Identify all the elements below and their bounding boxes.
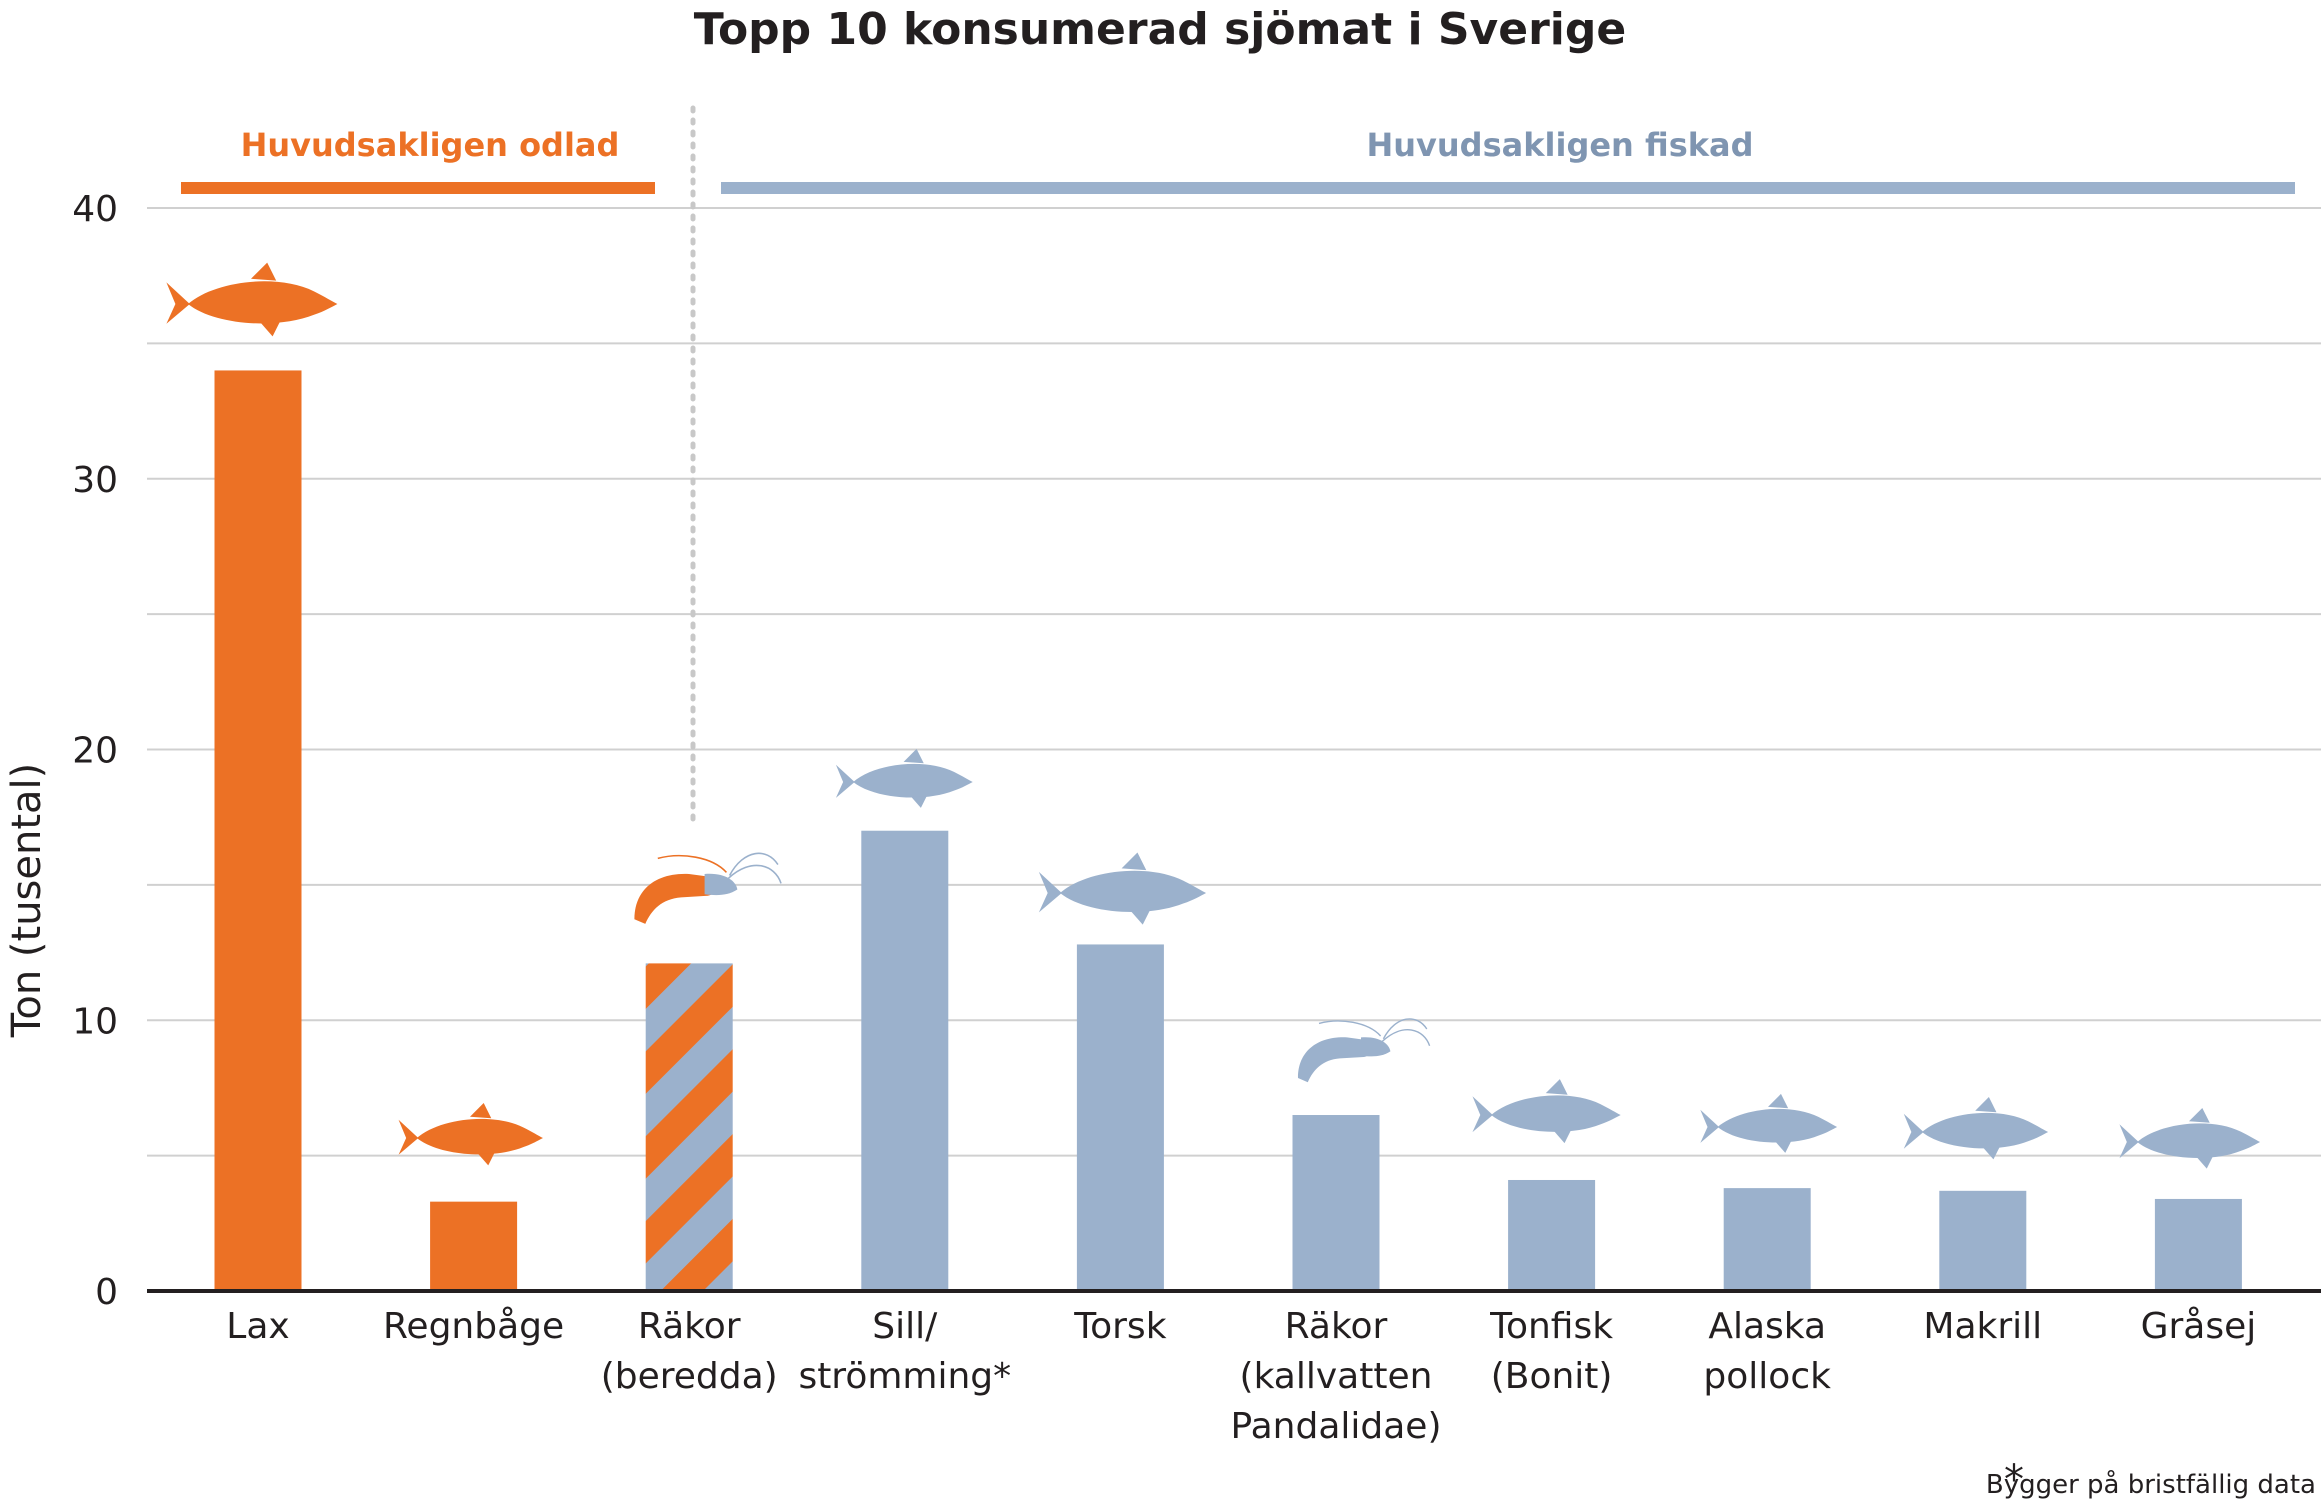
herring-icon [835,748,973,808]
footnote-star: * [2004,1457,2024,1503]
y-tick-label: 10 [72,1001,118,1042]
shrimp-icon [634,852,782,924]
bar [1939,1190,2027,1291]
category-label: Pandalidae) [1231,1406,1442,1447]
cod-icon [1038,852,1207,925]
category-label: pollock [1703,1356,1831,1397]
bar [1723,1188,1811,1291]
category-label: Lax [226,1306,289,1347]
bar [2154,1198,2242,1291]
category-label: strömming* [798,1356,1011,1397]
category-label: Gråsej [2141,1306,2257,1347]
shrimp-icon [1298,1018,1431,1083]
category-label: Tonfisk [1489,1306,1613,1347]
bar [214,370,302,1291]
category-label: (kallvatten [1240,1356,1433,1397]
category-label: (beredda) [601,1356,778,1397]
y-tick-labels: 0 10 20 30 40 [72,189,118,1313]
trout-icon [398,1103,543,1166]
bar [1076,944,1164,1291]
y-tick-label: 0 [95,1272,118,1313]
pollock-icon [1700,1093,1838,1153]
category-label: Makrill [1923,1306,2042,1347]
y-tick-label: 30 [72,460,118,501]
saithe-icon [2119,1107,2261,1169]
category-label: Alaska [1708,1306,1826,1347]
tuna-icon [1472,1079,1621,1144]
footnote-text: Bygger på bristfällig data [1986,1469,2316,1500]
bar [645,963,733,1291]
bars [214,370,2242,1291]
mackerel-icon [1903,1097,2049,1160]
wild-group-label: Huvudsakligen fiskad [1366,126,1753,164]
bar [1292,1115,1380,1291]
category-label: Sill/ [872,1306,938,1347]
farmed-group-label: Huvudsakligen odlad [241,126,620,164]
wild-group-bracket [721,182,2295,194]
chart-title: Topp 10 konsumerad sjömat i Sverige [694,4,1626,55]
category-label: Torsk [1073,1306,1166,1347]
farmed-group-bracket [181,182,655,194]
category-label: Räkor [638,1306,741,1347]
bar [1508,1179,1596,1291]
gridlines [147,207,2321,1157]
y-tick-label: 40 [72,189,118,230]
y-axis-label: Ton (tusental) [4,763,50,1039]
bar [430,1201,518,1291]
fish-icons [166,262,2261,1169]
salmon-icon [166,262,338,337]
category-label: (Bonit) [1491,1356,1613,1397]
category-label: Räkor [1285,1306,1388,1347]
category-labels: Lax Regnbåge Räkor (beredda) Sill/strömming*… [226,1306,2256,1447]
category-label: Regnbåge [383,1306,564,1347]
y-tick-label: 20 [72,731,118,772]
bar [861,830,949,1291]
